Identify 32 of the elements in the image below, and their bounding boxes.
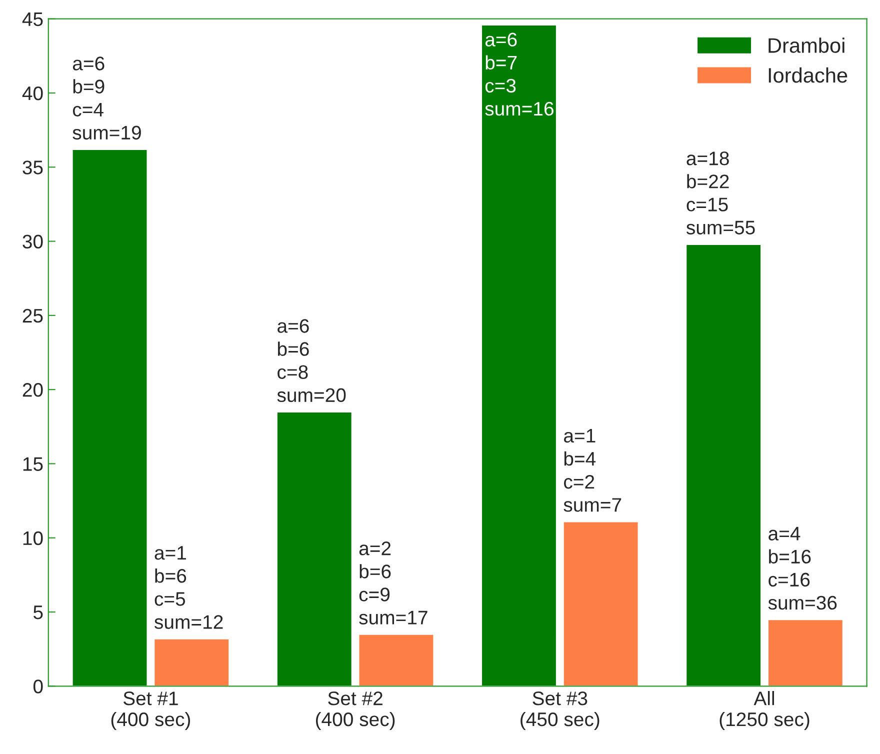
bar (276, 411, 353, 686)
y-tick-label: 40 (22, 86, 43, 100)
y-tick-label: 15 (23, 457, 43, 471)
data-label: a=1 b=4 c=2 sum=7 (564, 429, 622, 512)
data-label: a=6 b=7 c=3 sum=16 (485, 32, 554, 116)
bar (153, 638, 230, 686)
y-tick-label: 45 (22, 12, 43, 26)
data-label: a=1 b=6 c=5 sum=12 (154, 546, 223, 629)
x-tick-label: All (1250 sec) (720, 691, 810, 730)
data-label: a=2 b=6 c=9 sum=17 (359, 542, 428, 624)
bar (562, 520, 640, 686)
legend-label: Iordache (768, 67, 848, 83)
y-tick-label: 10 (23, 531, 43, 546)
bar (358, 634, 435, 686)
y-tick-label: 20 (22, 383, 43, 397)
data-label: a=6 b=6 c=8 sum=20 (277, 319, 346, 402)
x-tick-label: Set #2 (400 sec) (316, 692, 395, 730)
x-tick-label: Set #1 (400 sec) (111, 692, 190, 730)
y-tick-label: 30 (22, 234, 43, 249)
legend-label: Dramboi (768, 38, 844, 53)
y-tick-label: 35 (22, 160, 43, 174)
bar (71, 148, 148, 686)
y-tick-label: 0 (33, 680, 43, 694)
x-tick-label: Set #3 (450 sec) (520, 692, 600, 730)
data-label: a=4 b=16 c=16 sum=36 (768, 526, 837, 610)
bar (480, 24, 558, 686)
bar (767, 618, 844, 686)
y-tick-label: 5 (34, 606, 43, 620)
data-label: a=18 b=22 c=15 sum=55 (686, 152, 755, 234)
data-label: a=6 b=9 c=4 sum=19 (72, 56, 141, 140)
bar (685, 244, 762, 686)
y-tick-label: 25 (22, 308, 43, 323)
